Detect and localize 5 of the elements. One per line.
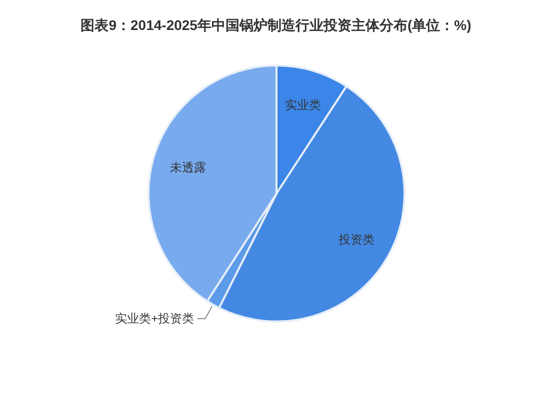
slice-label: 实业类+投资类: [115, 312, 194, 326]
slice-label: 投资类: [337, 232, 374, 246]
slice-label: 未透露: [170, 160, 206, 175]
chart-title: 图表9：2014-2025年中国锅炉制造行业投资主体分布(单位：%): [80, 17, 472, 33]
slice-label: 实业类: [284, 98, 321, 112]
